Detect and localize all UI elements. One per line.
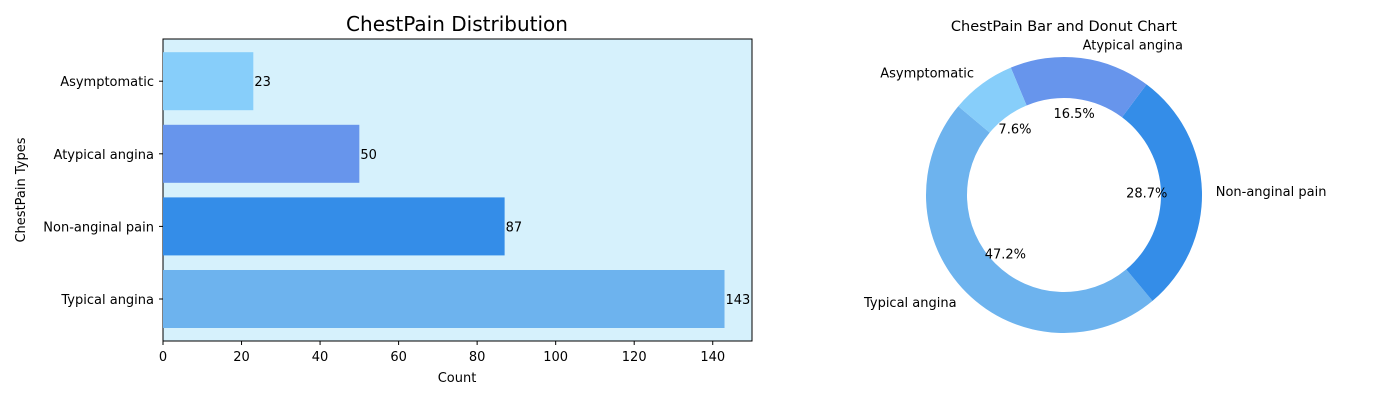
y-tick-label: Asymptomatic — [60, 75, 154, 90]
donut-percent-label: 7.6% — [998, 122, 1031, 137]
donut-slice — [1122, 84, 1202, 301]
bar — [163, 270, 725, 328]
x-tick-label: 40 — [312, 350, 329, 365]
bar-chart-title: ChestPain Distribution — [346, 12, 568, 36]
donut-category-label: Typical angina — [863, 296, 957, 311]
bar — [163, 197, 505, 256]
donut-category-label: Non-anginal pain — [1216, 185, 1327, 200]
donut-slice — [958, 67, 1027, 133]
x-tick-label: 0 — [159, 350, 167, 365]
donut-category-label: Asymptomatic — [880, 67, 974, 82]
donut-chart: ChestPain Bar and Donut Chart Typical an… — [863, 19, 1326, 333]
bar-value-label: 143 — [726, 293, 751, 308]
donut-chart-title: ChestPain Bar and Donut Chart — [951, 19, 1177, 35]
donut-slice — [926, 106, 1153, 333]
x-tick-label: 140 — [700, 350, 725, 365]
donut-slice — [1010, 56, 1147, 118]
y-tick-label: Non-anginal pain — [43, 220, 154, 235]
x-tick-label: 80 — [469, 350, 486, 365]
bar — [163, 52, 254, 111]
x-tick-label: 20 — [233, 350, 250, 365]
bar-y-axis-label: ChestPain Types — [14, 137, 29, 242]
bar-value-label: 50 — [360, 148, 377, 163]
y-tick-label: Typical angina — [60, 293, 154, 308]
x-tick-label: 60 — [390, 350, 407, 365]
donut-percent-label: 28.7% — [1126, 187, 1167, 202]
y-tick-label: Atypical angina — [54, 148, 154, 163]
donut-percent-label: 47.2% — [985, 247, 1026, 262]
donut-category-label: Atypical angina — [1083, 38, 1183, 53]
bar-x-ticks: 0 20 40 60 80 100 120 140 — [159, 341, 725, 365]
bar-chart: ChestPain Distribution 143 87 50 23 Typical… — [14, 12, 753, 386]
x-tick-label: 100 — [543, 350, 568, 365]
donut-percent-label: 16.5% — [1053, 107, 1094, 122]
donut-marks — [926, 56, 1202, 333]
bar-x-axis-label: Count — [438, 371, 477, 386]
x-tick-label: 120 — [622, 350, 647, 365]
bar-value-label: 87 — [506, 220, 523, 235]
donut-labels: Typical angina 47.2% Non-anginal pain 28.7%… — [863, 38, 1326, 311]
bar-value-label: 23 — [254, 75, 271, 90]
bar-marks: 143 87 50 23 — [163, 52, 750, 328]
bar-category-ticks: Typical angina Non-anginal pain Atypical a… — [43, 75, 163, 308]
bar — [163, 124, 360, 183]
